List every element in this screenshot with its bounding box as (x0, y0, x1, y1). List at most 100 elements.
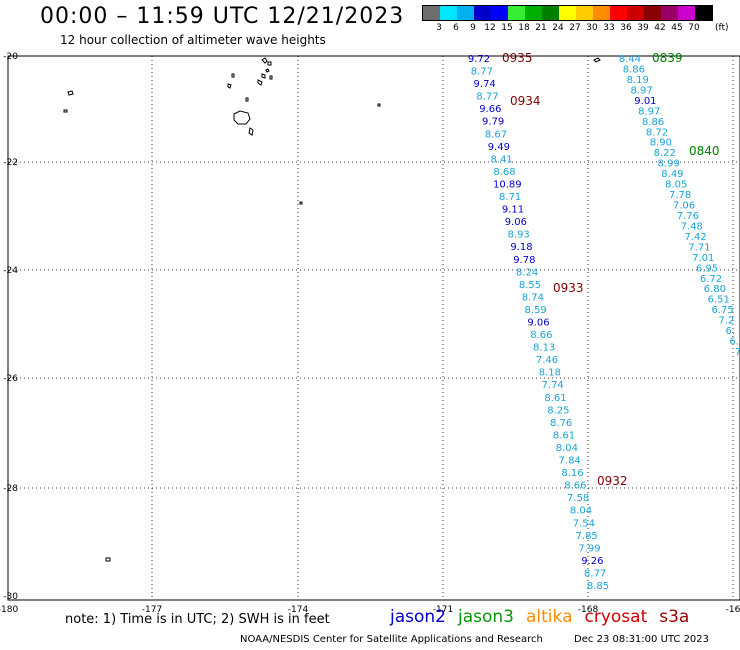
wave-height-value: 6.75 (711, 305, 733, 316)
credit-line: NOAA/NESDIS Center for Satellite Applica… (240, 634, 709, 645)
mission-jason2: jason2 (390, 607, 446, 627)
lat-tick-label: -30 (3, 592, 18, 602)
wave-height-value: 8.85 (587, 581, 609, 592)
legend-swatches (422, 5, 713, 21)
wave-height-value: 8.22 (654, 148, 676, 159)
legend-tick-label: 15 (501, 23, 513, 33)
wave-height-value: 9.74 (474, 79, 496, 90)
wave-height-value: 7.54 (573, 518, 595, 529)
wave-height-value: 6. (726, 326, 736, 337)
legend-swatch (542, 6, 559, 20)
wave-height-value: 8.93 (508, 230, 530, 241)
generated-timestamp: Dec 23 08:31:00 UTC 2023 (574, 634, 710, 645)
mission-altika: altika (526, 607, 573, 627)
wave-height-value: 8.67 (485, 129, 507, 140)
wave-height-value: 8.13 (533, 343, 555, 354)
wave-height-value: 8.16 (561, 468, 583, 479)
legend-tick-label: 42 (654, 23, 666, 33)
wave-height-value: 7.74 (542, 380, 564, 391)
legend-swatch (457, 6, 474, 20)
wave-height-value: 8.99 (657, 159, 679, 170)
pass-time-label: 0933 (553, 281, 584, 295)
legend-tick-label: 45 (671, 23, 683, 33)
island-outline (269, 75, 273, 80)
wave-height-value: 9.66 (479, 104, 501, 115)
island-outline (233, 110, 251, 125)
wave-height-value: 9.06 (527, 318, 549, 329)
wave-height-value: 8.25 (547, 405, 569, 416)
pass-time-label: 0932 (597, 474, 628, 488)
subtitle: 12 hour collection of altimeter wave hei… (60, 33, 326, 47)
legend-tick-label: 9 (470, 23, 476, 33)
wave-height-value: 8.72 (646, 127, 668, 138)
legend-tick-label: 3 (436, 23, 442, 33)
legend-tick-label: 24 (552, 23, 564, 33)
legend-swatch (491, 6, 508, 20)
lon-tick-label: -174 (288, 605, 309, 615)
legend-swatch (559, 6, 576, 20)
wave-height-value: 8.77 (584, 568, 606, 579)
lon-tick-label: -180 (0, 605, 18, 615)
wave-height-value: 8.90 (650, 138, 672, 149)
wave-height-value: 8.05 (665, 180, 687, 191)
island-outline (67, 90, 74, 96)
wave-height-value: 7.01 (692, 253, 714, 264)
legend-swatch (644, 6, 661, 20)
wave-height-value: 8.49 (661, 169, 683, 180)
wave-height-value: 8.66 (564, 481, 586, 492)
lat-tick-label: -22 (3, 158, 18, 168)
island-outline (245, 97, 249, 102)
wave-height-value: 7.58 (567, 493, 589, 504)
map-frame (7, 55, 740, 601)
wave-height-value: 7.71 (688, 242, 710, 253)
island-outline (105, 557, 111, 562)
legend-swatch (695, 6, 712, 20)
lat-tick-label: -20 (3, 52, 18, 62)
wave-height-value: 8.04 (570, 506, 592, 517)
legend-tick-label: 39 (637, 23, 649, 33)
wave-height-value: 7.84 (559, 456, 581, 467)
wave-height-value: 8.44 (619, 54, 641, 65)
wave-height-value: 7.78 (669, 190, 691, 201)
wave-height-value: 7.2 (718, 316, 734, 327)
legend-swatch (661, 6, 678, 20)
wave-height-value: 8.66 (530, 330, 552, 341)
lat-tick-label: -26 (3, 374, 18, 384)
mission-jason3: jason3 (458, 607, 514, 627)
legend-tick-label: 70 (688, 23, 700, 33)
lon-tick-label: -177 (142, 605, 162, 615)
wave-height-value: 6.95 (696, 263, 718, 274)
wave-height-value: 8.77 (476, 92, 498, 103)
pass-time-label: 0935 (502, 51, 533, 65)
legend-unit: (ft) (715, 23, 729, 33)
legend-swatch (474, 6, 491, 20)
island-outline (265, 68, 270, 73)
wave-height-value: 8.61 (553, 430, 575, 441)
wave-height-value: 7.06 (673, 201, 695, 212)
legend-swatch (525, 6, 542, 20)
legend-tick-label: 21 (535, 23, 547, 33)
wave-height-value: 8.24 (516, 267, 538, 278)
wave-height-value: 7.99 (578, 543, 600, 554)
wave-height-value: 9.18 (510, 242, 532, 253)
wave-height-value: 8.04 (556, 443, 578, 454)
wave-height-value: 7 (735, 347, 740, 358)
wave-height-value: 8.97 (630, 85, 652, 96)
legend-tick-label: 27 (569, 23, 581, 33)
island-outline (261, 57, 268, 64)
island-outline (257, 79, 263, 86)
wave-height-value: 6.72 (700, 274, 722, 285)
wave-height-value: 8.18 (539, 368, 561, 379)
island-outline (227, 83, 232, 89)
wave-height-value: 8.55 (519, 280, 541, 291)
wave-height-value: 7.76 (677, 211, 699, 222)
wave-height-value: 8.76 (550, 418, 572, 429)
wave-height-value: 7.85 (576, 531, 598, 542)
wave-height-value: 8.19 (627, 75, 649, 86)
wave-height-value: 7.46 (536, 355, 558, 366)
wave-height-value: 9.06 (505, 217, 527, 228)
legend-swatch (440, 6, 457, 20)
legend-swatch (678, 6, 695, 20)
wave-height-value: 6.80 (704, 284, 726, 295)
